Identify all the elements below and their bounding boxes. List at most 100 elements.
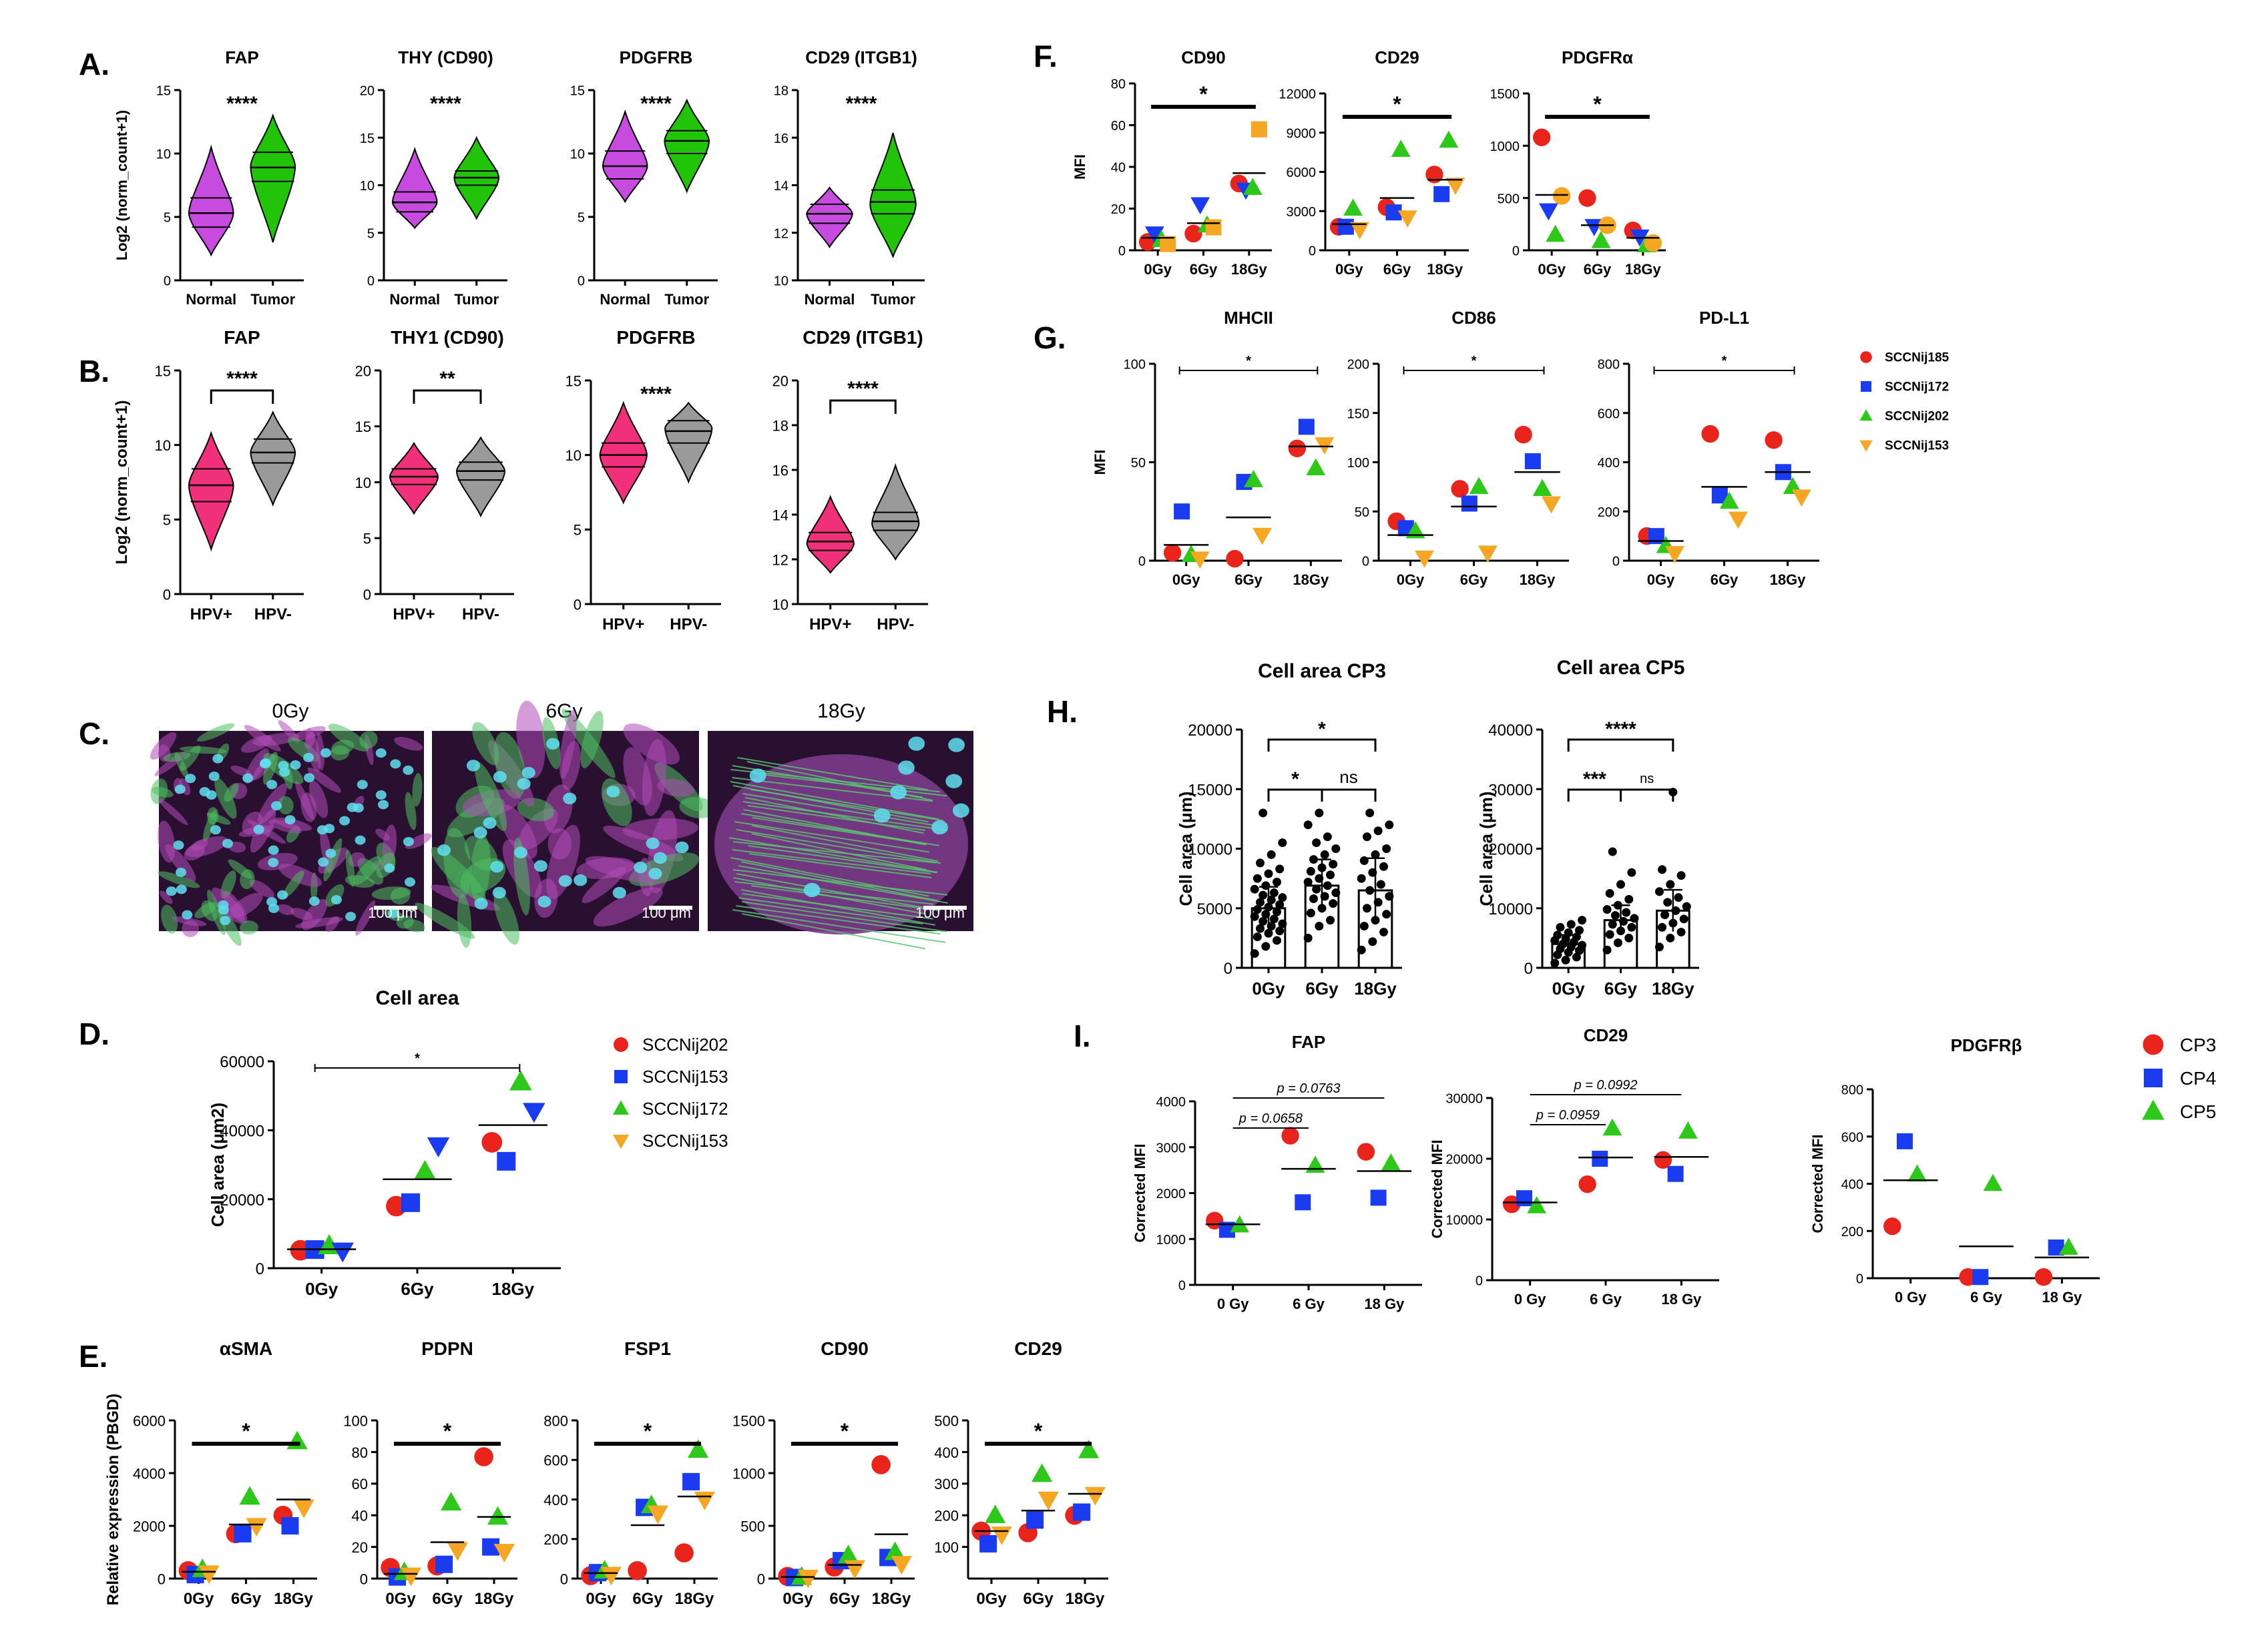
y-tick-label: 16 (772, 462, 788, 479)
cell-nucleus (749, 768, 766, 783)
x-tick-label: 6 Gy (1293, 1296, 1325, 1312)
y-tick-label: 60000 (220, 1053, 264, 1071)
data-point (1190, 197, 1210, 215)
y-tick-label: 200 (1598, 505, 1620, 520)
data-point (1272, 907, 1281, 916)
cell-nucleus (182, 910, 193, 920)
chart-title: PD-L1 (1699, 308, 1749, 328)
data-point (1365, 808, 1375, 818)
data-point (1264, 928, 1273, 938)
y-axis-label: Log2 (norm_count+1) (113, 400, 131, 564)
cell-nucleus (278, 760, 289, 770)
cell-body (301, 898, 328, 930)
cell-nucleus (533, 860, 548, 872)
data-point (1654, 887, 1664, 896)
data-point (1174, 503, 1190, 520)
data-point (1578, 940, 1587, 950)
panel-letter-h: H. (1047, 694, 1078, 729)
cell-nucleus (945, 774, 963, 788)
y-tick-label: 40 (1111, 161, 1126, 176)
y-axis-label: Cell area (μm) (1176, 792, 1196, 906)
cell-nucleus (375, 790, 387, 800)
p-value-label: p = 0.0992 (1573, 1078, 1637, 1093)
actin-fiber (741, 813, 939, 846)
cell-nucleus (176, 867, 187, 877)
cell-body (158, 798, 188, 826)
significance-label: * (1291, 768, 1299, 790)
cell-nucleus (378, 800, 389, 810)
data-point (509, 1070, 532, 1091)
cell-body (161, 904, 178, 934)
data-point (844, 1560, 865, 1579)
actin-fiber (748, 845, 938, 874)
data-point (1613, 900, 1622, 910)
x-tick-label: 18Gy (1066, 1590, 1105, 1608)
cell-nucleus (513, 846, 528, 858)
data-point (239, 1486, 260, 1505)
scale-bar (374, 906, 417, 910)
data-point (1415, 550, 1434, 568)
cell-nucleus (517, 778, 531, 790)
data-point (400, 1567, 421, 1587)
significance-label: * (1318, 718, 1326, 740)
x-tick-label: 18Gy (1625, 261, 1662, 278)
data-point (1144, 226, 1164, 244)
cell-body (325, 916, 340, 932)
x-tick-label: 6Gy (1305, 979, 1339, 999)
data-point (1561, 955, 1570, 965)
cell-body (309, 780, 328, 818)
p-value-label: p = 0.0658 (1238, 1111, 1303, 1126)
cell-body (277, 904, 294, 915)
y-tick-label: 4000 (1156, 1095, 1186, 1110)
y-tick-label: 600 (543, 1452, 568, 1469)
data-point (1026, 1511, 1044, 1529)
x-tick-label: Normal (186, 291, 236, 308)
y-tick-label: 15 (360, 131, 375, 146)
cell-nucleus (320, 748, 332, 758)
cell-nucleus (606, 786, 620, 798)
chart-a4: CD29 (ITGB1) 10 12 14 16 18 Normal Tumor **** (774, 47, 925, 308)
x-tick-label: 18 Gy (1364, 1296, 1405, 1312)
y-tick-label: 15 (570, 84, 585, 99)
microscopy-panel: 0Gy 6Gy 18Gy 100 μm 100 μm 100 μm (150, 700, 973, 950)
data-point (1591, 231, 1611, 248)
x-tick-label: 18Gy (1293, 571, 1329, 588)
data-point (487, 1506, 509, 1525)
violin (599, 400, 648, 505)
x-tick-label: 18Gy (1427, 261, 1463, 278)
y-tick-label: 0 (578, 274, 585, 289)
significance-label: * (1199, 82, 1208, 106)
significance-bracket (1567, 788, 1622, 802)
cell-body (412, 773, 423, 807)
cell-body (642, 739, 666, 816)
data-point (1385, 892, 1394, 901)
y-tick-label: 0 (163, 586, 171, 603)
microscopy-label-18gy: 18Gy (817, 700, 865, 722)
x-tick-label: 6Gy (1023, 1590, 1054, 1608)
y-axis-label: MFI (1072, 154, 1088, 180)
data-point (1363, 904, 1372, 913)
cell-nucleus (558, 875, 572, 887)
cell-nucleus (563, 792, 577, 804)
data-point (1445, 178, 1465, 195)
chart-i3: PDGFRβ 0 200 400 600 800 0 Gy 6 Gy 18 Gy Correcte… (1809, 1034, 2216, 1306)
chart-h1: Cell area CP3 0 5000 10000 15000 20000 0Gy 6Gy 1… (1176, 660, 1402, 999)
data-point (1622, 908, 1631, 917)
data-point (1259, 890, 1268, 900)
data-point (1578, 1175, 1596, 1193)
data-point (1572, 952, 1581, 962)
data-point (1627, 868, 1636, 877)
legend-label: SCCNij185 (1885, 351, 1950, 365)
x-tick-label: HPV+ (190, 605, 232, 623)
cell-nucleus (898, 760, 915, 775)
data-point (1385, 820, 1394, 830)
data-point (682, 1472, 700, 1490)
violin (602, 109, 648, 204)
y-tick-label: 100 (343, 1412, 368, 1429)
data-point (1959, 1268, 1977, 1286)
chart-title: CD86 (1451, 308, 1496, 328)
cell-nucleus (388, 908, 399, 918)
cell-nucleus (303, 752, 314, 762)
y-tick-label: 14 (772, 507, 788, 523)
data-point (1288, 439, 1307, 458)
